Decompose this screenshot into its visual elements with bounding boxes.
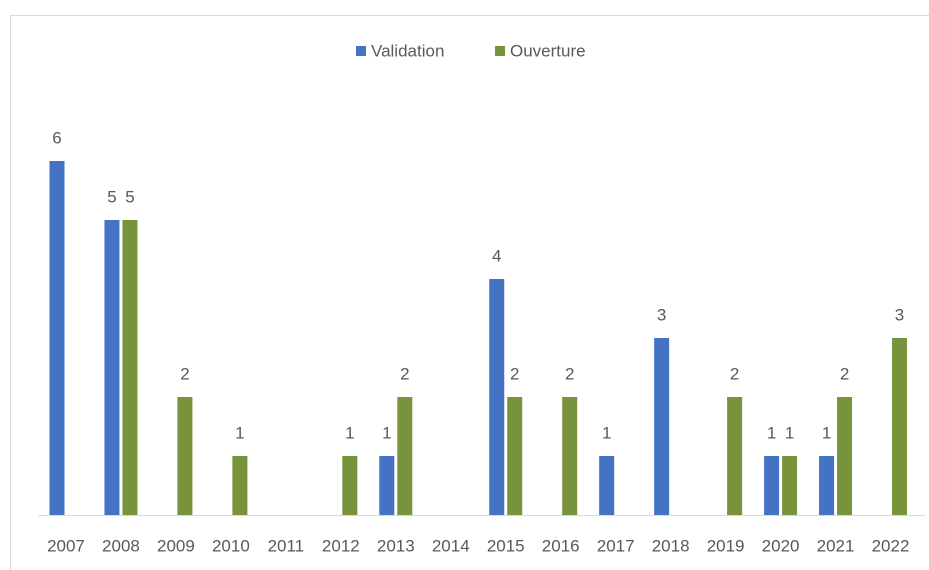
bar <box>397 397 413 515</box>
legend-label: Ouverture <box>510 41 586 60</box>
data-label: 2 <box>180 364 189 383</box>
bar <box>232 456 248 515</box>
bar <box>727 397 743 515</box>
x-tick-label: 2021 <box>817 536 855 555</box>
data-label: 1 <box>767 423 776 442</box>
x-tick-label: 2009 <box>157 536 195 555</box>
x-tick-label: 2022 <box>872 536 910 555</box>
bar <box>122 220 138 515</box>
data-label: 2 <box>565 364 574 383</box>
x-tick-label: 2007 <box>47 536 85 555</box>
x-tick-label: 2015 <box>487 536 525 555</box>
bar <box>764 456 780 515</box>
data-label: 2 <box>840 364 849 383</box>
bar <box>837 397 853 515</box>
data-label: 5 <box>125 187 134 206</box>
legend-label: Validation <box>371 41 444 60</box>
x-tick-label: 2012 <box>322 536 360 555</box>
data-label: 5 <box>107 187 116 206</box>
bar <box>562 397 578 515</box>
x-tick-label: 2018 <box>652 536 690 555</box>
x-tick-label: 2013 <box>377 536 415 555</box>
x-tick-label: 2011 <box>268 536 305 555</box>
data-label: 2 <box>730 364 739 383</box>
x-tick-label: 2010 <box>212 536 250 555</box>
data-label: 3 <box>895 305 904 324</box>
data-label: 1 <box>785 423 794 442</box>
bar <box>379 456 395 515</box>
data-label: 1 <box>822 423 831 442</box>
x-tick-label: 2019 <box>707 536 745 555</box>
x-tick-label: 2008 <box>102 536 140 555</box>
data-label: 1 <box>382 423 391 442</box>
bar <box>342 456 358 515</box>
data-label: 1 <box>235 423 244 442</box>
bar <box>104 220 120 515</box>
bar <box>892 338 908 515</box>
data-label: 2 <box>400 364 409 383</box>
data-label: 1 <box>602 423 611 442</box>
bar <box>49 161 65 515</box>
data-label: 6 <box>52 128 61 147</box>
x-tick-label: 2014 <box>432 536 470 555</box>
x-tick-label: 2017 <box>597 536 635 555</box>
bar <box>782 456 798 515</box>
bar <box>177 397 193 515</box>
data-label: 2 <box>510 364 519 383</box>
bar <box>819 456 835 515</box>
bar <box>489 279 505 515</box>
data-label: 1 <box>345 423 354 442</box>
x-tick-label: 2016 <box>542 536 580 555</box>
x-tick-label: 2020 <box>762 536 800 555</box>
bar <box>507 397 523 515</box>
bar <box>654 338 670 515</box>
data-label: 3 <box>657 305 666 324</box>
legend-swatch <box>356 46 366 56</box>
legend-swatch <box>495 46 505 56</box>
data-label: 4 <box>492 246 501 265</box>
bar <box>599 456 615 515</box>
